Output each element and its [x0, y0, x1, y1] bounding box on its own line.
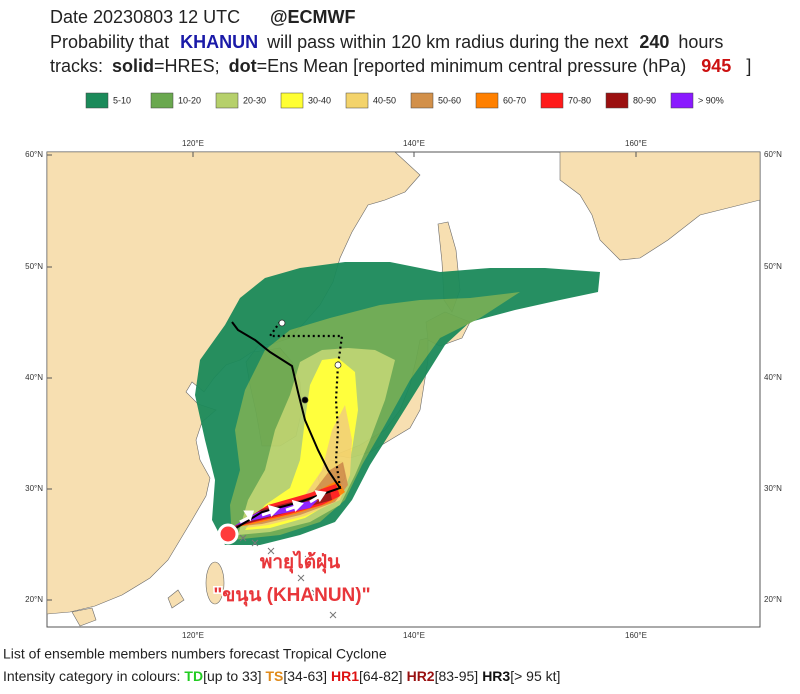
legend-swatch	[215, 92, 239, 109]
lon-label: 160°E	[625, 139, 647, 148]
hours: 240	[639, 32, 669, 52]
track-point	[334, 361, 342, 369]
text: =Ens Mean [reported minimum central pres…	[257, 56, 687, 76]
legend: 5-10 10-20 20-30 30-40 40-50 50-60 60-70 70-80 8…	[85, 92, 724, 109]
intensity-text: TS	[265, 668, 283, 684]
annotation: "ขนุน (KHANUN)"	[213, 585, 370, 607]
arrow	[291, 499, 304, 512]
movement-arrows	[239, 490, 327, 524]
legend-swatch	[540, 92, 564, 109]
lat-label: 20°N	[764, 595, 782, 604]
lat-label: 50°N	[764, 262, 782, 271]
intensity-text: Intensity category in colours:	[3, 668, 180, 684]
text: Probability that	[50, 32, 169, 52]
ensemble-markers	[239, 534, 337, 619]
kamchatka	[559, 152, 760, 261]
lat-label: 40°N	[25, 373, 43, 382]
legend-swatch	[475, 92, 499, 109]
intensity-text: [64-82]	[359, 668, 403, 684]
annotation: พายุไต้ฝุ่น	[260, 550, 340, 574]
intensity-text: [up to 33]	[203, 668, 261, 684]
lat-label: 50°N	[25, 262, 43, 271]
footer-intensity: Intensity category in colours: TD[up to 3…	[3, 668, 560, 684]
legend-label: 60-70	[503, 95, 526, 105]
text: tracks:	[50, 56, 103, 76]
lat-label: 60°N	[764, 150, 782, 159]
storm-name: KHANUN	[180, 32, 258, 52]
legend-label: 50-60	[438, 95, 461, 105]
ensemble-x	[239, 534, 337, 619]
axis-labels: 120°E 120°E 140°E 140°E 160°E 160°E 60°N 60°N 50…	[25, 139, 782, 640]
legend-swatch	[85, 92, 109, 109]
legend-label: 30-40	[308, 95, 331, 105]
arrow	[314, 490, 327, 503]
philippines	[167, 589, 185, 609]
arrow	[243, 510, 255, 522]
intensity-text: [83-95]	[435, 668, 479, 684]
footer-title: List of ensemble members numbers forecas…	[3, 646, 387, 662]
track-points	[278, 319, 342, 404]
map: พายุไต้ฝุ่น "ขนุน (KHANUN)" 120°E 120°E 14…	[25, 139, 782, 640]
lon-label: 140°E	[403, 631, 425, 640]
source: @ECMWF	[270, 7, 356, 27]
legend-swatch	[280, 92, 304, 109]
legend-label: 40-50	[373, 95, 396, 105]
legend-swatch	[410, 92, 434, 109]
storm-position	[217, 523, 239, 545]
pressure: 945	[701, 56, 731, 76]
tracks-note: tracks: solid=HRES; dot=Ens Mean [report…	[50, 56, 751, 76]
legend-swatch	[605, 92, 629, 109]
legend-label: 80-90	[633, 95, 656, 105]
track-point	[301, 396, 309, 404]
text: solid	[112, 56, 154, 76]
subtitle: Probability that KHANUN will pass within…	[50, 32, 723, 52]
lat-label: 60°N	[25, 150, 43, 159]
intensity-text: TD	[184, 668, 203, 684]
taiwan	[205, 561, 225, 605]
text: dot	[229, 56, 257, 76]
legend-swatch	[345, 92, 369, 109]
legend-label: 20-30	[243, 95, 266, 105]
lon-label: 140°E	[403, 139, 425, 148]
legend-swatch	[150, 92, 174, 109]
lat-label: 30°N	[764, 484, 782, 493]
legend-label: > 90%	[698, 95, 724, 105]
ens-mean-track	[267, 321, 344, 489]
intensity-text: HR1	[331, 668, 359, 684]
intensity-text: [> 95 kt]	[510, 668, 560, 684]
intensity-text: [34-63]	[283, 668, 327, 684]
legend-swatch	[670, 92, 694, 109]
legend-label: 10-20	[178, 95, 201, 105]
lon-label: 120°E	[182, 631, 204, 640]
text: hours	[678, 32, 723, 52]
hainan	[71, 607, 97, 627]
lat-label: 30°N	[25, 484, 43, 493]
intensity-text: HR3	[482, 668, 510, 684]
lon-label: 120°E	[182, 139, 204, 148]
date: Date 20230803 12 UTC	[50, 7, 240, 27]
lon-label: 160°E	[625, 631, 647, 640]
text: ]	[746, 56, 751, 76]
arrow	[267, 504, 280, 517]
text: =HRES;	[154, 56, 220, 76]
lat-label: 20°N	[25, 595, 43, 604]
intensity-text: HR2	[407, 668, 435, 684]
legend-label: 70-80	[568, 95, 591, 105]
hres-track	[227, 321, 342, 534]
track-point	[278, 319, 286, 327]
text: will pass within 120 km radius during th…	[266, 32, 628, 52]
lat-label: 40°N	[764, 373, 782, 382]
legend-label: 5-10	[113, 95, 131, 105]
